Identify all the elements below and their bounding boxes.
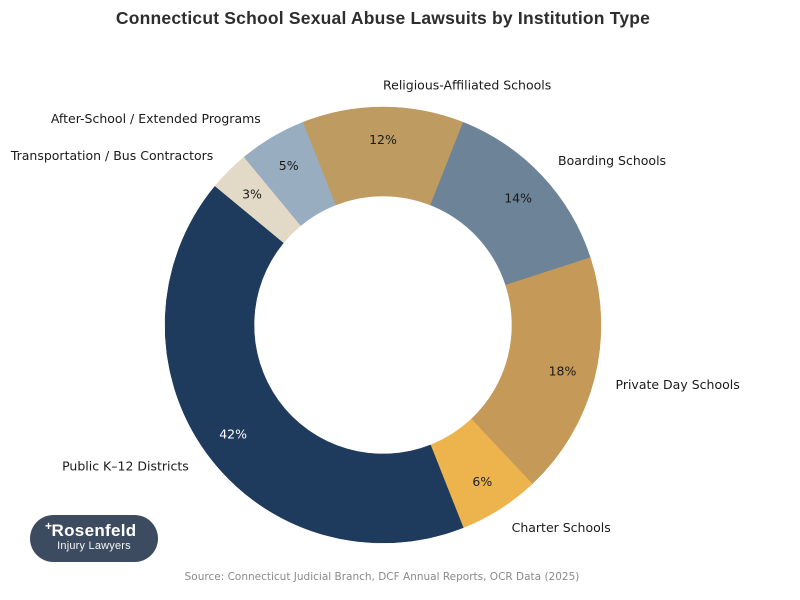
percent-label-charter-schools: 6%	[472, 474, 492, 489]
rosenfeld-logo: + Rosenfeld Injury Lawyers	[30, 515, 158, 562]
logo-brand-name: Rosenfeld	[51, 521, 137, 540]
percent-label-after-school-extended-programs: 5%	[279, 158, 299, 173]
donut-segment-private-day-schools	[470, 257, 602, 485]
chart-title: Connecticut School Sexual Abuse Lawsuits…	[115, 8, 651, 28]
percent-label-private-day-schools: 18%	[549, 364, 577, 379]
donut-segment-after-school-extended-programs	[243, 121, 336, 226]
category-label-after-school-extended-programs: After-School / Extended Programs	[51, 111, 261, 126]
category-label-transportation-bus-contractors: Transportation / Bus Contractors	[10, 148, 213, 163]
source-note: Source: Connecticut Judicial Branch, DCF…	[184, 571, 580, 583]
percent-label-public-k-12-districts: 42%	[219, 426, 247, 441]
donut-segment-public-k-12-districts	[164, 185, 464, 544]
logo-tagline: Injury Lawyers	[57, 540, 131, 552]
category-label-public-k-12-districts: Public K–12 Districts	[62, 459, 189, 474]
category-label-charter-schools: Charter Schools	[512, 520, 611, 535]
percent-label-transportation-bus-contractors: 3%	[242, 187, 262, 202]
percent-label-boarding-schools: 14%	[504, 191, 532, 206]
category-label-private-day-schools: Private Day Schools	[616, 377, 740, 392]
logo-brand-text: + Rosenfeld	[30, 519, 158, 540]
category-label-boarding-schools: Boarding Schools	[558, 153, 666, 168]
medical-cross-icon: +	[45, 519, 53, 533]
category-label-religious-affiliated-schools: Religious-Affiliated Schools	[383, 78, 551, 93]
percent-label-religious-affiliated-schools: 12%	[369, 132, 397, 147]
